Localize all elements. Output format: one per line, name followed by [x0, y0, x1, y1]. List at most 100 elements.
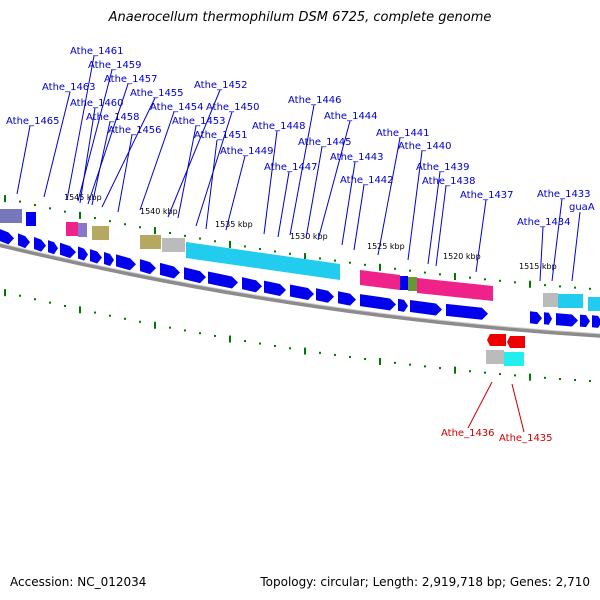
tick-mark	[544, 376, 546, 379]
leader-line	[539, 226, 544, 282]
tick-mark	[589, 380, 591, 383]
tick-mark	[259, 247, 261, 250]
outer-tick-row	[4, 195, 591, 290]
gene-label: Athe_1446	[288, 95, 342, 106]
leader-line	[353, 184, 365, 251]
leader-line	[139, 111, 175, 211]
leader-line	[407, 150, 423, 261]
gene-label: Athe_1451	[194, 130, 248, 141]
tick-mark	[19, 200, 21, 203]
tick-mark	[424, 271, 426, 274]
forward-gene	[208, 271, 238, 289]
tick-mark	[364, 358, 366, 361]
tick-mark	[379, 357, 381, 365]
leader-line	[205, 139, 218, 230]
tick-mark	[124, 223, 126, 226]
gene-label: Athe_1460	[70, 98, 124, 109]
gene-label: Athe_1445	[298, 137, 352, 148]
forward-gene	[530, 311, 542, 325]
tick-mark	[229, 335, 231, 343]
forward-gene	[242, 277, 262, 293]
tick-mark	[499, 279, 501, 282]
forward-gene	[398, 298, 408, 312]
feature-blocks	[0, 209, 600, 366]
leader-line	[467, 381, 493, 429]
gene-label: Athe_1449	[220, 146, 274, 157]
tick-mark	[349, 261, 351, 264]
gene-label: Athe_1437	[460, 190, 514, 201]
tick-mark	[589, 287, 591, 290]
gene-label: Athe_1444	[324, 111, 378, 122]
scale-label: 1515 kbp	[519, 262, 557, 271]
feature-block	[78, 223, 87, 237]
feature-block	[417, 278, 493, 301]
tick-mark	[484, 278, 486, 281]
tick-mark	[79, 211, 81, 219]
gene-label: Athe_1443	[330, 152, 384, 163]
gene-label: Athe_1438	[422, 176, 476, 187]
gene-label: Athe_1442	[340, 175, 394, 186]
feature-block	[504, 352, 524, 366]
tick-mark	[34, 204, 36, 207]
tick-mark	[154, 227, 156, 235]
gene-label: Athe_1458	[86, 112, 140, 123]
tick-mark	[304, 253, 306, 261]
map-title: Anaerocellum thermophilum DSM 6725, comp…	[108, 10, 492, 25]
feature-block	[360, 270, 400, 290]
scale-labels: 1545 kbp 1540 kbp 1535 kbp 1530 kbp 1525…	[64, 193, 557, 271]
tick-mark	[439, 367, 441, 370]
forward-gene	[34, 236, 46, 252]
forward-gene	[410, 300, 442, 316]
inner-tick-row	[4, 289, 591, 383]
leader-line	[87, 83, 129, 205]
tick-mark	[409, 269, 411, 272]
gene-label: Athe_1433	[537, 189, 591, 200]
tick-mark	[274, 250, 276, 253]
leader-line	[305, 146, 323, 239]
tick-mark	[139, 226, 141, 229]
leader-line	[317, 120, 351, 241]
tick-mark	[424, 365, 426, 368]
gene-label: Athe_1434	[517, 217, 571, 228]
leader-line	[66, 55, 95, 201]
leader-line	[263, 130, 278, 235]
tick-mark	[334, 353, 336, 356]
feature-block	[400, 276, 408, 290]
scale-label: 1545 kbp	[64, 193, 102, 202]
tick-mark	[109, 220, 111, 223]
scale-label: 1535 kbp	[215, 220, 253, 229]
feature-block	[92, 226, 109, 240]
leader-line	[551, 198, 563, 282]
scale-label: 1530 kbp	[290, 232, 328, 241]
tick-mark	[529, 280, 531, 288]
tick-mark	[514, 374, 516, 377]
tick-mark	[94, 311, 96, 314]
leader-line	[117, 134, 133, 213]
tick-mark	[64, 305, 66, 308]
feature-block	[588, 297, 600, 311]
tick-mark	[499, 373, 501, 376]
forward-gene	[338, 291, 356, 306]
tick-mark	[289, 252, 291, 255]
forward-gene	[290, 284, 314, 300]
leader-line	[511, 383, 525, 433]
tick-mark	[4, 289, 6, 297]
leader-line	[427, 171, 441, 265]
tick-mark	[199, 237, 201, 240]
forward-gene	[446, 303, 488, 320]
gene-label: Athe_1439	[416, 162, 470, 173]
leader-line	[167, 89, 221, 218]
tick-mark	[184, 329, 186, 332]
gene-label: Athe_1436	[441, 428, 495, 439]
tick-mark	[64, 210, 66, 213]
forward-gene	[104, 251, 114, 266]
tick-mark	[19, 294, 21, 297]
tick-mark	[214, 334, 216, 337]
tick-mark	[274, 344, 276, 347]
forward-gene	[592, 315, 600, 328]
tick-mark	[409, 363, 411, 366]
forward-gene	[140, 259, 156, 275]
feature-block	[543, 293, 558, 307]
tick-mark	[169, 232, 171, 235]
